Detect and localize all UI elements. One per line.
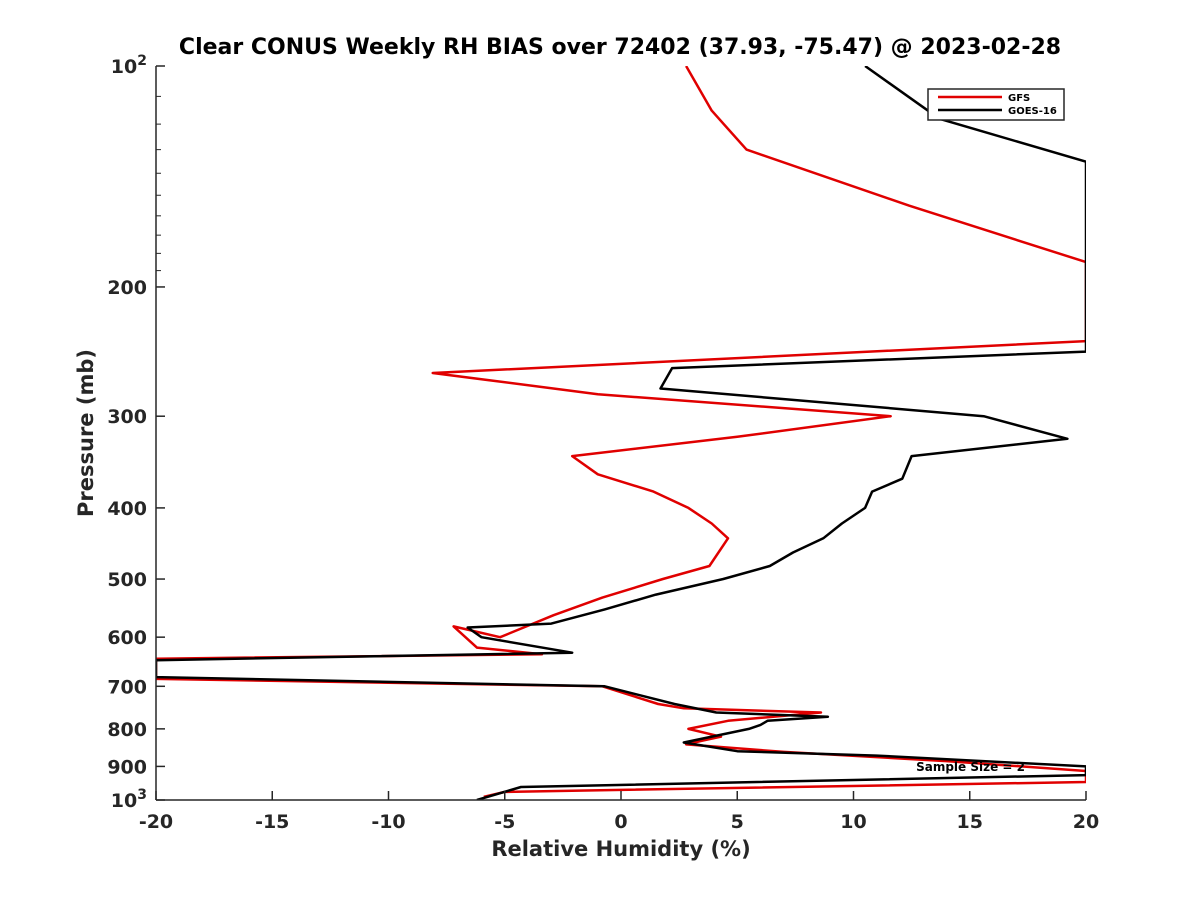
y-tick-label: 300 xyxy=(107,406,147,428)
x-tick-label: -5 xyxy=(494,811,515,833)
x-tick-label: 5 xyxy=(731,811,744,833)
x-tick-label: -15 xyxy=(255,811,289,833)
series-line-goes-16 xyxy=(156,66,1086,800)
y-tick-label: 200 xyxy=(107,277,147,299)
legend-label-gfs: GFS xyxy=(1008,93,1030,104)
y-tick-label: 103 xyxy=(111,787,147,812)
y-axis-label: Pressure (mb) xyxy=(74,349,98,517)
plot-background xyxy=(156,66,1086,800)
plot-area: -20 -15 -10 -5 0 5 10 15 20 102 200 300 400 500 600 70… xyxy=(107,53,1099,833)
series-line-gfs xyxy=(156,66,1086,799)
x-tick-label: 0 xyxy=(614,811,627,833)
series-layer xyxy=(156,66,1086,800)
chart-title: Clear CONUS Weekly RH BIAS over 72402 (3… xyxy=(179,35,1061,60)
legend-box xyxy=(927,88,1065,121)
y-tick-label: 700 xyxy=(107,676,147,698)
y-axis-ticks: 102 200 300 400 500 600 700 800 900 103 xyxy=(107,53,165,812)
x-tick-label: -10 xyxy=(371,811,405,833)
legend: GFS GOES-16 xyxy=(927,88,1065,121)
x-tick-label: 20 xyxy=(1073,811,1099,833)
y-tick-label: 600 xyxy=(107,627,147,649)
y-tick-label: 800 xyxy=(107,719,147,741)
y-tick-label: 500 xyxy=(107,569,147,591)
legend-label-goes-16: GOES-16 xyxy=(1008,106,1057,117)
x-tick-label: 10 xyxy=(840,811,866,833)
x-axis-label: Relative Humidity (%) xyxy=(491,837,750,861)
sample-size-annotation: Sample Size = 2 xyxy=(916,760,1025,774)
y-tick-label: 400 xyxy=(107,498,147,520)
y-tick-label: 102 xyxy=(111,53,147,78)
y-tick-label: 900 xyxy=(107,756,147,778)
x-axis-ticks: -20 -15 -10 -5 0 5 10 15 20 xyxy=(139,791,1099,833)
x-tick-label: 15 xyxy=(957,811,983,833)
x-tick-label: -20 xyxy=(139,811,173,833)
